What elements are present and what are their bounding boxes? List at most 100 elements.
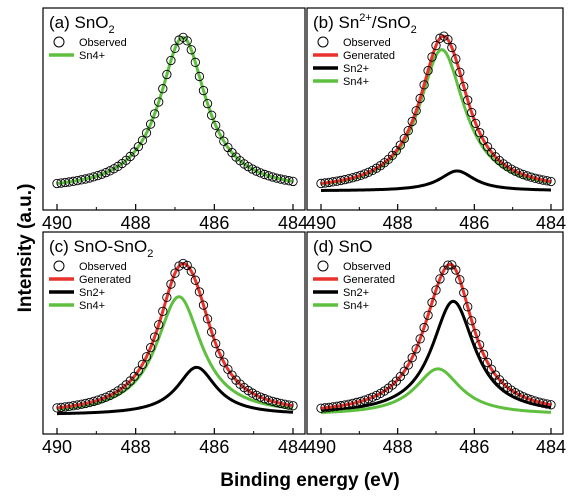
observed-point [158,84,168,94]
observed-point [359,169,370,179]
observed-point [288,401,298,411]
observed-point [474,340,485,350]
observed-point [255,168,266,178]
panel-title: (a) SnO2 [49,13,115,36]
observed-point [427,52,437,62]
x-tick-label: 486 [199,213,229,233]
observed-point [482,357,493,368]
x-tick-label: 490 [306,213,336,233]
observed-point [455,275,465,285]
observed-point [150,332,160,342]
panel-frame [42,7,306,211]
observed-point [202,99,213,109]
legend-label: Sn2+ [343,63,369,75]
legend-observed-marker [53,36,65,48]
observed-point [435,274,445,284]
observed-point [170,43,180,54]
observed-point [194,71,205,82]
panel-title: (c) SnO-SnO2 [49,237,153,260]
observed-point [93,170,103,181]
legend-observed-marker [53,260,65,272]
legend-label: Sn2+ [79,287,105,299]
observed-point [141,128,152,138]
observed-point [194,287,205,297]
panel-frame [42,231,306,435]
observed-point [215,349,225,359]
series-generated [56,262,294,410]
observed-point [206,110,217,120]
panel-c: 490 488 486 484 (c) SnO-SnO2ObservedGenerate… [42,231,308,457]
series-sn2plus [320,299,552,413]
legend-label: Generated [343,50,395,62]
observed-point [419,322,429,333]
observed-point [288,176,298,187]
x-tick-label: 488 [121,437,151,457]
x-tick-label: 486 [459,213,489,233]
observed-point [198,85,209,96]
series-sn4plus [320,367,552,414]
observed-point [259,394,270,404]
observed-point [399,133,409,144]
observed-point [459,287,469,298]
observed-point [478,349,489,359]
observed-point [443,34,453,45]
panel-frame [306,7,564,211]
series-sn2plus [320,169,552,192]
observed-point [101,392,111,402]
observed-point [443,260,453,270]
observed-point [162,292,172,303]
series-generated [320,34,552,185]
observed-point [202,314,213,324]
observed-point [431,285,441,295]
observed-point [359,395,370,405]
x-tick-label: 488 [121,213,151,233]
y-axis-label: Intensity (a.u.) [15,184,36,313]
observed-point [178,258,188,269]
observed-point [356,170,366,181]
observed-point [419,80,429,90]
observed-point [215,129,225,139]
observed-point [407,116,417,127]
observed-point [467,107,477,118]
observed-point [403,360,413,370]
observed-point [415,334,425,344]
observed-point [403,126,413,136]
observed-point [158,306,168,316]
observed-point [154,320,164,330]
observed-point [186,266,196,276]
x-tick-label: 490 [42,437,72,457]
observed-point [190,57,200,67]
observed-point [166,55,176,66]
observed-point [284,176,294,186]
observed-point [427,297,437,308]
series-sn4plus [56,35,294,186]
observed-point [162,69,172,80]
observed-point [411,344,421,354]
observed-point [518,392,528,402]
x-tick-label: 486 [199,437,229,457]
observed-point [455,67,465,77]
observed-point [471,118,481,129]
legend-observed-marker [317,36,329,48]
x-axis-label: Binding energy (eV) [220,470,399,491]
observed-point [542,399,552,409]
observed-point [141,352,152,362]
observed-point [145,342,156,353]
legend-label: Sn4+ [343,76,369,88]
observed-point [411,106,421,116]
legend-label: Observed [343,261,391,273]
x-tick-label: 488 [383,213,413,233]
observed-point [423,310,433,320]
observed-point [190,275,200,285]
observed-point [451,265,461,275]
observed-point [423,65,433,76]
observed-point [463,95,473,105]
x-tick-label: 484 [536,437,566,457]
observed-point [259,169,270,180]
panels-group: 490 488 486 484 (a) SnO2 Observed Sn4+ 490 488 48… [42,7,566,457]
legend-label: Sn4+ [79,300,105,312]
observed-point [101,167,111,178]
observed-point [133,366,144,376]
legend-label: Sn4+ [79,50,105,62]
